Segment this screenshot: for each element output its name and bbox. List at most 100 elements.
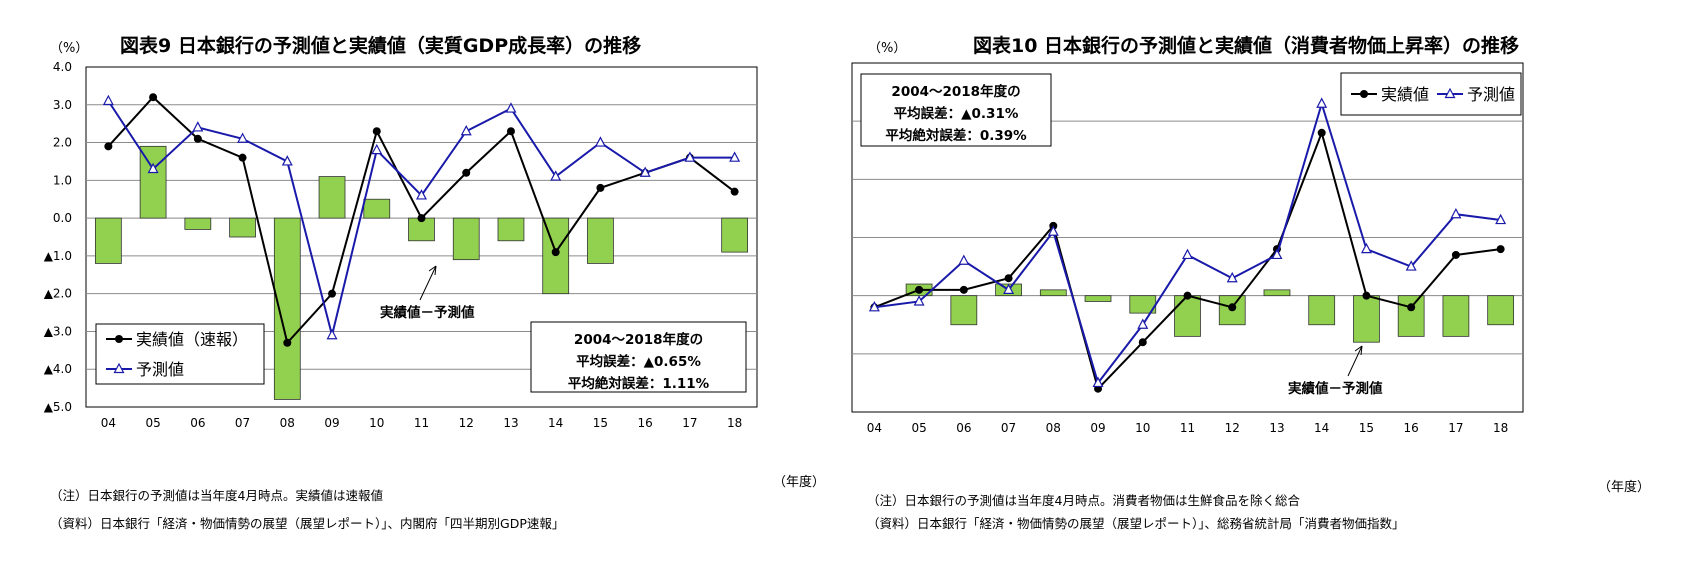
x-unit-label: （年度） — [1598, 479, 1650, 495]
forecast-point — [1092, 376, 1104, 388]
x-tick-label: 08 — [280, 416, 295, 430]
chart-source: （資料）日本銀行「経済・物価情勢の展望（展望レポート）」、総務省統計局「消費者物… — [867, 516, 1405, 531]
forecast-point — [102, 94, 114, 106]
x-tick-label: 07 — [1001, 421, 1016, 435]
diff-bar — [229, 217, 256, 238]
bar-annotation: 実績値－予測値 — [380, 304, 475, 321]
y-tick-label: ▲1.0 — [44, 249, 72, 263]
forecast-point — [1360, 242, 1372, 254]
actual-point — [1451, 250, 1460, 259]
actual-point — [730, 187, 739, 196]
x-unit-label: （年度） — [773, 474, 825, 490]
annotation-arrow — [419, 265, 437, 301]
forecast-point — [326, 328, 338, 340]
diff-bar — [363, 198, 391, 219]
chart-title: 図表9 日本銀行の予測値と実績値（実質GDP成長率）の推移 — [120, 34, 641, 57]
stats-line: 平均誤差：▲0.65% — [576, 353, 701, 370]
forecast-point — [639, 166, 651, 177]
forecast-point — [594, 136, 606, 147]
diff-bar — [1308, 295, 1336, 326]
actual-point — [1362, 291, 1371, 300]
y-tick-label: ▲3.0 — [44, 324, 72, 338]
forecast-point — [868, 301, 880, 312]
x-tick-label: 04 — [101, 416, 116, 430]
actual-point — [104, 142, 113, 151]
forecast-point — [684, 151, 696, 162]
forecast-point — [913, 295, 925, 306]
x-tick-label: 17 — [682, 416, 697, 430]
forecast-point — [192, 121, 204, 132]
legend-marker — [1360, 90, 1368, 98]
x-tick-label: 13 — [503, 416, 518, 430]
x-tick-label: 04 — [867, 421, 882, 435]
forecast-point — [958, 254, 970, 265]
diff-bar — [318, 176, 346, 219]
actual-point — [915, 285, 924, 294]
actual-point — [959, 285, 968, 294]
actual-point — [417, 214, 426, 223]
x-tick-label: 09 — [324, 416, 339, 430]
x-tick-label: 10 — [369, 416, 384, 430]
y-tick-label: ▲2.0 — [44, 287, 72, 301]
actual-point — [238, 153, 247, 162]
forecast-point — [237, 132, 249, 143]
actual-point — [149, 93, 158, 102]
forecast-point — [1495, 213, 1507, 225]
actual-point — [1407, 303, 1416, 312]
stats-line: 2004～2018年度の — [891, 83, 1020, 100]
y-tick-label: 1.0 — [53, 173, 72, 187]
y-tick-label: 3.0 — [53, 98, 72, 112]
legend-label: 予測値 — [1467, 85, 1515, 104]
x-tick-label: 08 — [1046, 421, 1061, 435]
actual-point — [328, 289, 337, 298]
diff-bar — [94, 217, 122, 264]
plot-area — [85, 66, 758, 408]
chart-note: （注）日本銀行の予測値は当年度4月時点。実績値は速報値 — [50, 488, 383, 503]
legend-label: 予測値 — [136, 360, 184, 379]
x-tick-label: 12 — [459, 416, 474, 430]
legend-label: 実績値 — [1381, 85, 1429, 104]
x-tick-label: 14 — [1314, 421, 1329, 435]
diff-bar — [497, 217, 525, 242]
x-tick-label: 07 — [235, 416, 250, 430]
chart-cpi: 図表10 日本銀行の予測値と実績値（消費者物価上昇率）の推移 （%） （年度） … — [810, 34, 1650, 495]
diff-bar — [587, 217, 614, 264]
actual-point — [1004, 274, 1013, 283]
actual-point — [596, 183, 605, 192]
actual-point — [372, 127, 381, 136]
x-tick-label: 12 — [1225, 421, 1240, 435]
diff-bar — [1487, 295, 1515, 326]
y-tick-label: 0.0 — [53, 211, 72, 225]
forecast-point — [1047, 225, 1059, 236]
x-tick-label: 15 — [1359, 421, 1374, 435]
x-tick-label: 09 — [1090, 421, 1105, 435]
actual-point — [1317, 128, 1326, 137]
forecast-point — [1316, 97, 1328, 108]
diff-bar — [139, 145, 167, 219]
forecast-point — [729, 151, 741, 162]
legend-label: 実績値（速報） — [136, 330, 248, 349]
y-tick-label: 4.0 — [53, 60, 72, 74]
annotation-arrowhead — [1354, 345, 1363, 356]
actual-point — [1183, 291, 1192, 300]
chart-title: 図表10 日本銀行の予測値と実績値（消費者物価上昇率）の推移 — [973, 34, 1519, 57]
chart-cpi-plot: 4.03.02.01.00.0▲1.0▲2.004050607080910111… — [810, 56, 1524, 435]
legend-marker — [115, 335, 123, 343]
forecast-point — [371, 143, 383, 155]
x-tick-label: 11 — [1180, 421, 1195, 435]
y-tick-label: 2.0 — [53, 136, 72, 150]
actual-point — [506, 127, 515, 136]
forecast-point — [147, 162, 159, 174]
actual-point — [1138, 338, 1147, 347]
forecast-point — [281, 155, 293, 166]
x-tick-label: 05 — [911, 421, 926, 435]
stats-line: 平均絶対誤差：0.39% — [885, 127, 1027, 144]
actual-point — [283, 338, 292, 347]
x-tick-label: 06 — [956, 421, 971, 435]
actual-point — [1228, 303, 1237, 312]
actual-line — [874, 129, 1501, 391]
diff-bar — [1263, 289, 1291, 297]
diff-bar — [1039, 289, 1067, 297]
diff-bar — [452, 217, 480, 261]
diff-bar — [1442, 295, 1470, 337]
